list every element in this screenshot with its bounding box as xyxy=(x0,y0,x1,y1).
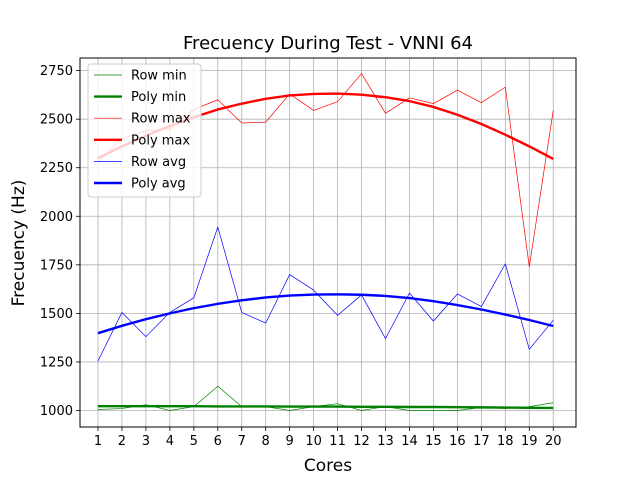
y-tick-label: 2750 xyxy=(40,64,73,79)
x-tick-label: 3 xyxy=(142,434,150,449)
y-tick-label: 2000 xyxy=(40,210,73,225)
y-tick-label: 1750 xyxy=(40,258,73,273)
legend-label-row-min: Row min xyxy=(131,69,187,84)
x-tick-label: 13 xyxy=(377,434,394,449)
series-line-poly-min xyxy=(97,405,554,410)
series-line-row-avg xyxy=(97,226,554,362)
y-axis-label: Frecuency (Hz) xyxy=(9,180,29,307)
y-axis: 1000 1250 1500 1750 2000 2250 2500 2750 xyxy=(40,64,80,419)
legend-label-poly-max: Poly max xyxy=(131,133,190,148)
x-tick-label: 11 xyxy=(329,434,346,449)
y-tick-label: 1250 xyxy=(40,355,73,370)
x-tick-label: 18 xyxy=(497,434,514,449)
legend-label-row-max: Row max xyxy=(131,112,191,127)
x-tick-label: 8 xyxy=(262,434,270,449)
x-tick-label: 20 xyxy=(545,434,562,449)
y-tick-label: 1500 xyxy=(40,307,73,322)
y-tick-label: 2500 xyxy=(40,113,73,128)
x-tick-label: 10 xyxy=(305,434,322,449)
x-tick-label: 7 xyxy=(238,434,246,449)
x-tick-label: 6 xyxy=(214,434,222,449)
x-tick-label: 15 xyxy=(425,434,442,449)
x-tick-label: 5 xyxy=(190,434,198,449)
x-tick-label: 1 xyxy=(94,434,102,449)
x-tick-label: 16 xyxy=(449,434,466,449)
y-tick-label: 1000 xyxy=(40,404,73,419)
x-axis: 1 2 3 4 5 6 7 8 9 10 11 12 13 14 15 16 17 18 19 20 xyxy=(94,427,562,449)
chart-title: Frecuency During Test - VNNI 64 xyxy=(183,33,473,54)
x-axis-label: Cores xyxy=(304,456,352,476)
y-tick-label: 2250 xyxy=(40,161,73,176)
legend: Row min Poly min Row max Poly max Row avg Pol… xyxy=(87,63,202,198)
x-tick-label: 19 xyxy=(521,434,538,449)
x-tick-label: 12 xyxy=(353,434,370,449)
x-tick-label: 17 xyxy=(473,434,490,449)
series-line-poly-avg xyxy=(97,293,554,335)
x-tick-label: 4 xyxy=(166,434,174,449)
plot-frame xyxy=(79,57,577,428)
x-tick-label: 2 xyxy=(118,434,126,449)
legend-label-poly-min: Poly min xyxy=(131,90,186,105)
legend-label-poly-avg: Poly avg xyxy=(131,177,186,192)
x-tick-label: 9 xyxy=(286,434,294,449)
series-layer xyxy=(97,73,554,411)
x-tick-label: 14 xyxy=(401,434,418,449)
legend-label-row-avg: Row avg xyxy=(131,155,186,170)
